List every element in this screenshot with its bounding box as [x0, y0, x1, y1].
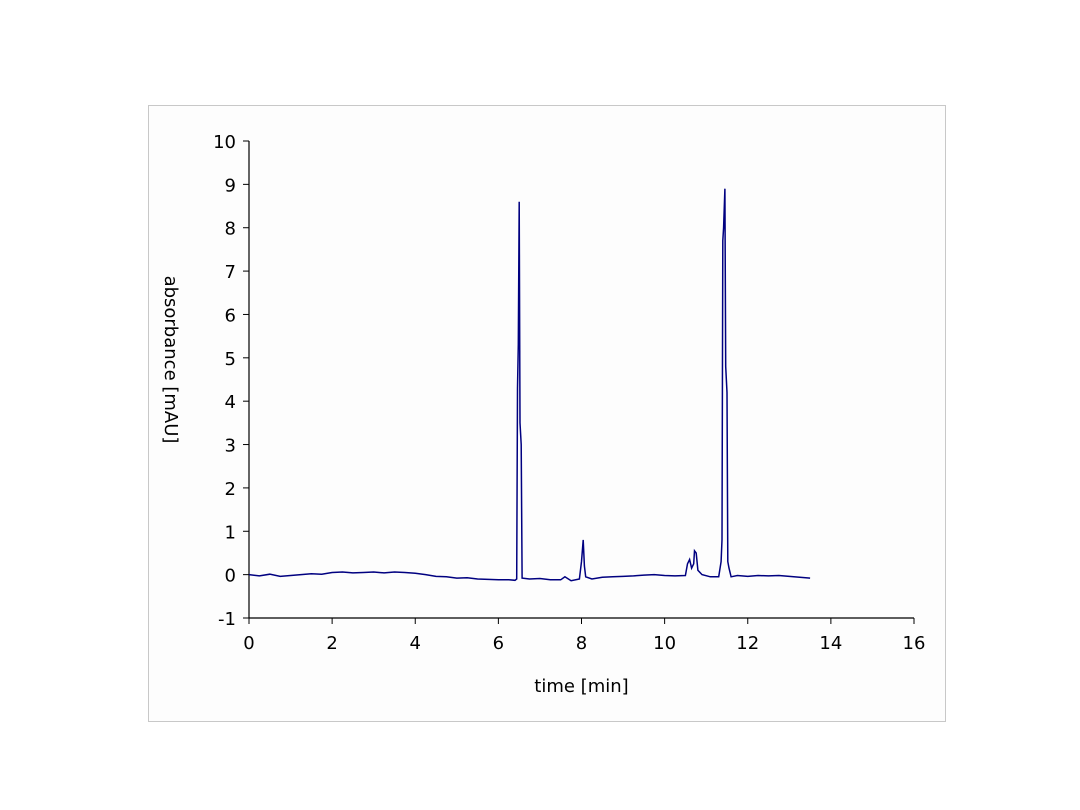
y-tick-label: -1 [218, 609, 236, 630]
series-line [248, 188, 811, 582]
axes [243, 140, 915, 624]
y-tick-label: 0 [225, 566, 236, 587]
y-tick-label: 4 [225, 392, 236, 413]
y-tick-label: 3 [225, 436, 236, 457]
x-tick-label: 8 [576, 633, 587, 654]
y-tick-label: 8 [225, 219, 236, 240]
y-axis-label: absorbance [mAU] [160, 276, 181, 444]
x-tick-label: 10 [653, 633, 676, 654]
x-tick-label: 12 [736, 633, 759, 654]
y-tick-label: 6 [225, 305, 236, 326]
x-tick-label: 16 [903, 633, 926, 654]
x-tick-label: 4 [410, 633, 421, 654]
y-tick-label: 2 [225, 479, 236, 500]
x-axis-label: time [min] [534, 676, 628, 697]
y-tick-label: 1 [225, 522, 236, 543]
y-tick-label: 5 [225, 349, 236, 370]
x-tick-label: 2 [326, 633, 337, 654]
x-tick-label: 14 [819, 633, 842, 654]
x-tick-label: 0 [243, 633, 254, 654]
y-tick-label: 9 [225, 175, 236, 196]
x-tick-label: 6 [493, 633, 504, 654]
chart-frame: 0 2 4 6 8 10 12 14 16 -1 0 1 2 3 4 5 6 7 8 9 10 time [min] a… [148, 105, 946, 722]
y-tick-label: 10 [213, 132, 236, 153]
y-tick-label: 7 [225, 262, 236, 283]
